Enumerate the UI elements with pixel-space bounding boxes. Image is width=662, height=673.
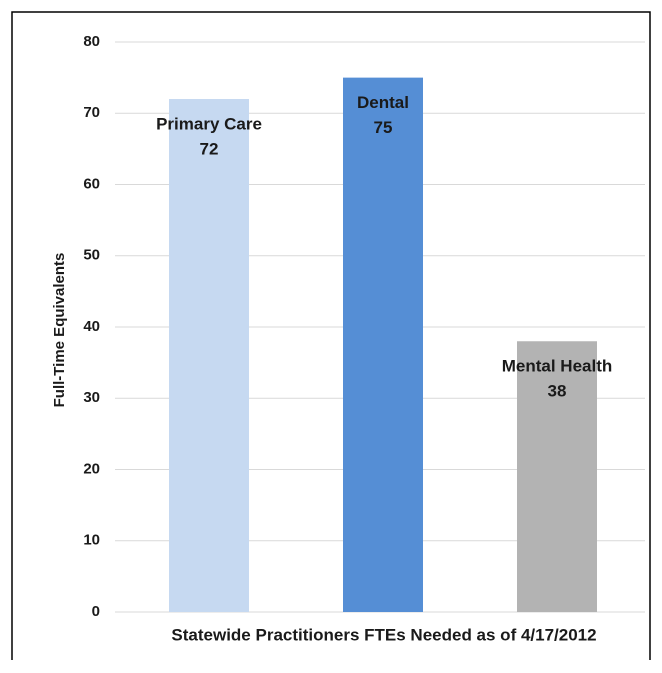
y-tick-label: 80 <box>83 33 100 50</box>
y-tick-label: 40 <box>83 318 100 335</box>
y-tick-label: 10 <box>83 532 100 549</box>
bar <box>517 341 597 612</box>
bar-value-label: 72 <box>200 139 219 158</box>
x-axis-title: Statewide Practitioners FTEs Needed as o… <box>171 625 596 644</box>
frame <box>11 11 651 660</box>
bar <box>169 99 249 612</box>
bar-value-label: 38 <box>548 382 567 401</box>
bar-category-label: Dental <box>357 93 409 112</box>
bar <box>343 77 423 612</box>
bar-value-label: 75 <box>374 118 393 137</box>
y-tick-label: 0 <box>92 603 100 620</box>
y-tick-label: 50 <box>83 247 100 264</box>
bar-category-label: Primary Care <box>156 114 262 133</box>
y-axis-title: Full-Time Equivalents <box>51 253 68 408</box>
y-tick-label: 60 <box>83 175 100 192</box>
bar-category-label: Mental Health <box>502 357 613 376</box>
y-tick-label: 20 <box>83 460 100 477</box>
y-tick-label: 30 <box>83 389 100 406</box>
y-tick-label: 70 <box>83 104 100 121</box>
